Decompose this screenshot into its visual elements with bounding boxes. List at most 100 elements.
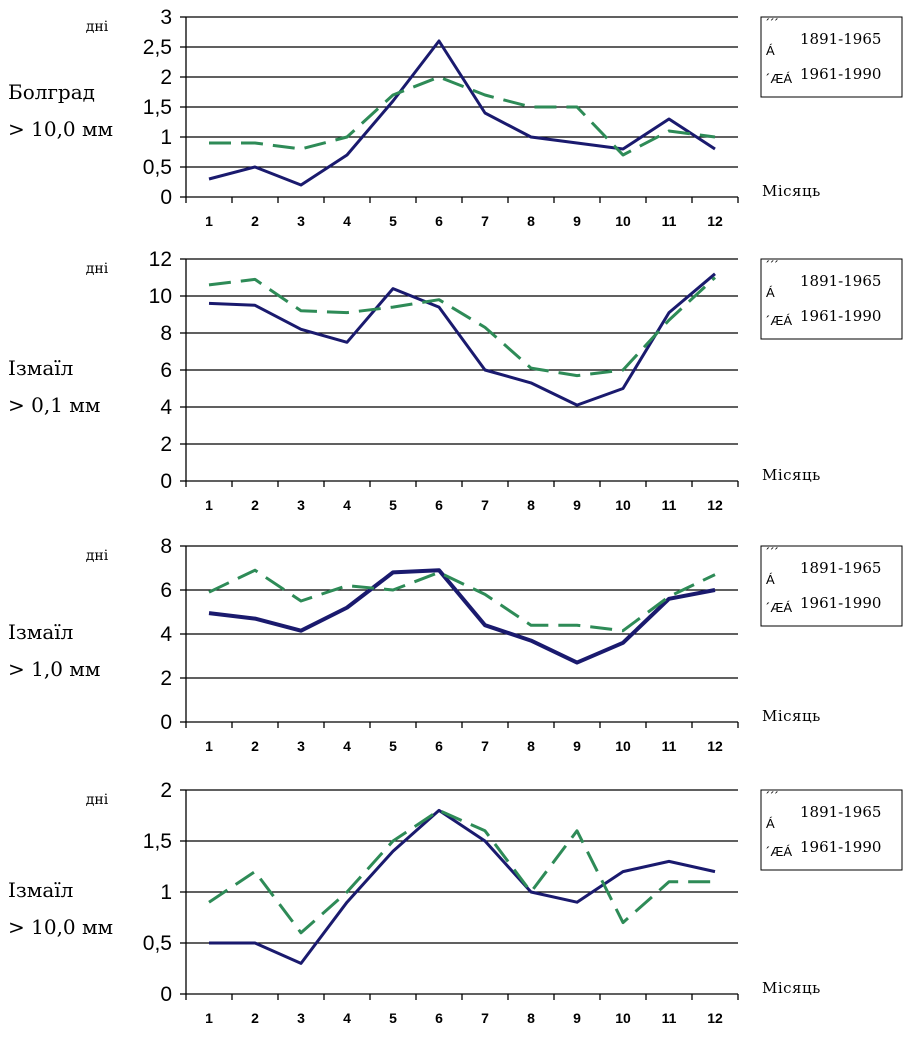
y-tick-label: 1 [160,881,172,904]
x-tick-label: 6 [435,213,443,229]
x-tick-label: 9 [573,1010,581,1026]
legend-symbol: ´ÆÁ [766,71,792,86]
x-tick-label: 9 [573,738,581,754]
x-tick-label: 11 [662,1010,677,1026]
y-tick-label: 8 [160,535,172,558]
legend-symbol: ´´´ [766,789,779,804]
y-tick-label: 0 [160,983,172,1006]
x-tick-label: 10 [615,738,631,754]
y-tick-label: 10 [149,285,172,308]
y-tick-label: 0,5 [143,156,172,179]
y-tick-label: 2,5 [143,36,172,59]
x-tick-label: 2 [251,1010,259,1026]
x-axis-label: Місяць [762,466,821,484]
series-line-1961-1990 [208,276,717,378]
x-tick-label: 4 [343,213,351,229]
y-tick-label: 1,5 [143,96,172,119]
x-tick-label: 2 [251,738,259,754]
x-tick-label: 2 [251,497,259,513]
y-tick-label: 4 [160,623,172,646]
x-tick-label: 9 [573,213,581,229]
y-axis-label: дні [86,19,109,35]
series-line-1891-1965 [208,39,716,187]
x-tick-label: 10 [615,497,631,513]
y-tick-label: 6 [160,579,172,602]
location-label: Болград [8,80,95,104]
series-line-1961-1990 [208,808,715,935]
x-tick-label: 12 [707,497,723,513]
threshold-label: > 10,0 мм [8,915,113,939]
y-tick-label: 2 [160,667,172,690]
x-axis-label: Місяць [762,979,821,997]
x-axis-label: Місяць [762,707,821,725]
legend-symbol: ´´´ [766,258,779,273]
x-tick-label: 7 [481,213,489,229]
chart-4: 00,511,521 2 3 4 5 6 7 8 9 10 11 12дніМісяцьІзмаїл>… [8,779,903,1026]
legend: ´´´ Á ´ÆÁ 1891-1965 1961-1990 [760,16,903,98]
legend-entry-series-1: 1891-1965 [800,803,881,821]
x-tick-label: 7 [481,1010,489,1026]
x-tick-label: 8 [527,497,535,513]
y-axis-label: дні [86,792,109,808]
series-line-1891-1965 [208,568,716,665]
x-tick-label: 1 [205,738,213,754]
x-tick-label: 9 [573,497,581,513]
x-tick-label: 7 [481,738,489,754]
y-tick-label: 0 [160,470,172,493]
chart-1: 00,511,522,531 2 3 4 5 6 7 8 9 10 11 12дніМісяцьБол… [8,6,903,229]
legend-symbol: Á [766,816,775,831]
y-tick-label: 8 [160,322,172,345]
x-tick-label: 6 [435,1010,443,1026]
y-tick-label: 0,5 [143,932,172,955]
x-tick-label: 3 [297,738,305,754]
y-tick-label: 4 [160,396,172,419]
threshold-label: > 1,0 мм [8,657,100,681]
threshold-label: > 0,1 мм [8,393,100,417]
y-tick-label: 2 [160,433,172,456]
x-tick-label: 8 [527,738,535,754]
location-label: Ізмаїл [8,356,73,380]
legend-entry-series-1: 1891-1965 [800,30,881,48]
x-tick-label: 4 [343,497,351,513]
x-tick-label: 4 [343,1010,351,1026]
legend-entry-series-1: 1891-1965 [800,559,881,577]
x-tick-label: 6 [435,497,443,513]
x-tick-label: 10 [615,1010,631,1026]
series-line-1891-1965 [209,808,716,965]
legend-symbol: ´´´ [766,16,779,31]
legend-symbol: Á [766,285,775,300]
legend-symbol: Á [766,572,775,587]
x-tick-label: 3 [297,497,305,513]
x-tick-label: 5 [389,1010,397,1026]
y-tick-label: 2 [160,66,172,89]
x-tick-label: 11 [662,213,677,229]
legend-entry-series-2: 1961-1990 [800,594,881,612]
legend-symbol: Á [766,43,775,58]
x-tick-label: 11 [662,738,677,754]
x-tick-label: 2 [251,213,259,229]
x-tick-label: 5 [389,213,397,229]
legend-box [760,789,903,871]
legend-box [760,545,903,627]
y-tick-label: 0 [160,711,172,734]
x-tick-label: 5 [389,738,397,754]
legend: ´´´ Á ´ÆÁ 1891-1965 1961-1990 [760,258,903,340]
x-tick-label: 10 [615,213,631,229]
y-tick-label: 1,5 [143,830,172,853]
x-tick-label: 3 [297,1010,305,1026]
y-tick-label: 1 [160,126,172,149]
location-label: Ізмаїл [8,620,73,644]
y-axis-label: дні [86,548,109,564]
x-tick-label: 1 [205,213,213,229]
y-tick-label: 12 [149,248,172,271]
y-tick-label: 6 [160,359,172,382]
location-label: Ізмаїл [8,878,73,902]
x-tick-label: 12 [707,213,723,229]
legend-entry-series-2: 1961-1990 [800,307,881,325]
legend-symbol: ´ÆÁ [766,600,792,615]
legend-box [760,16,903,98]
x-tick-label: 1 [205,1010,213,1026]
